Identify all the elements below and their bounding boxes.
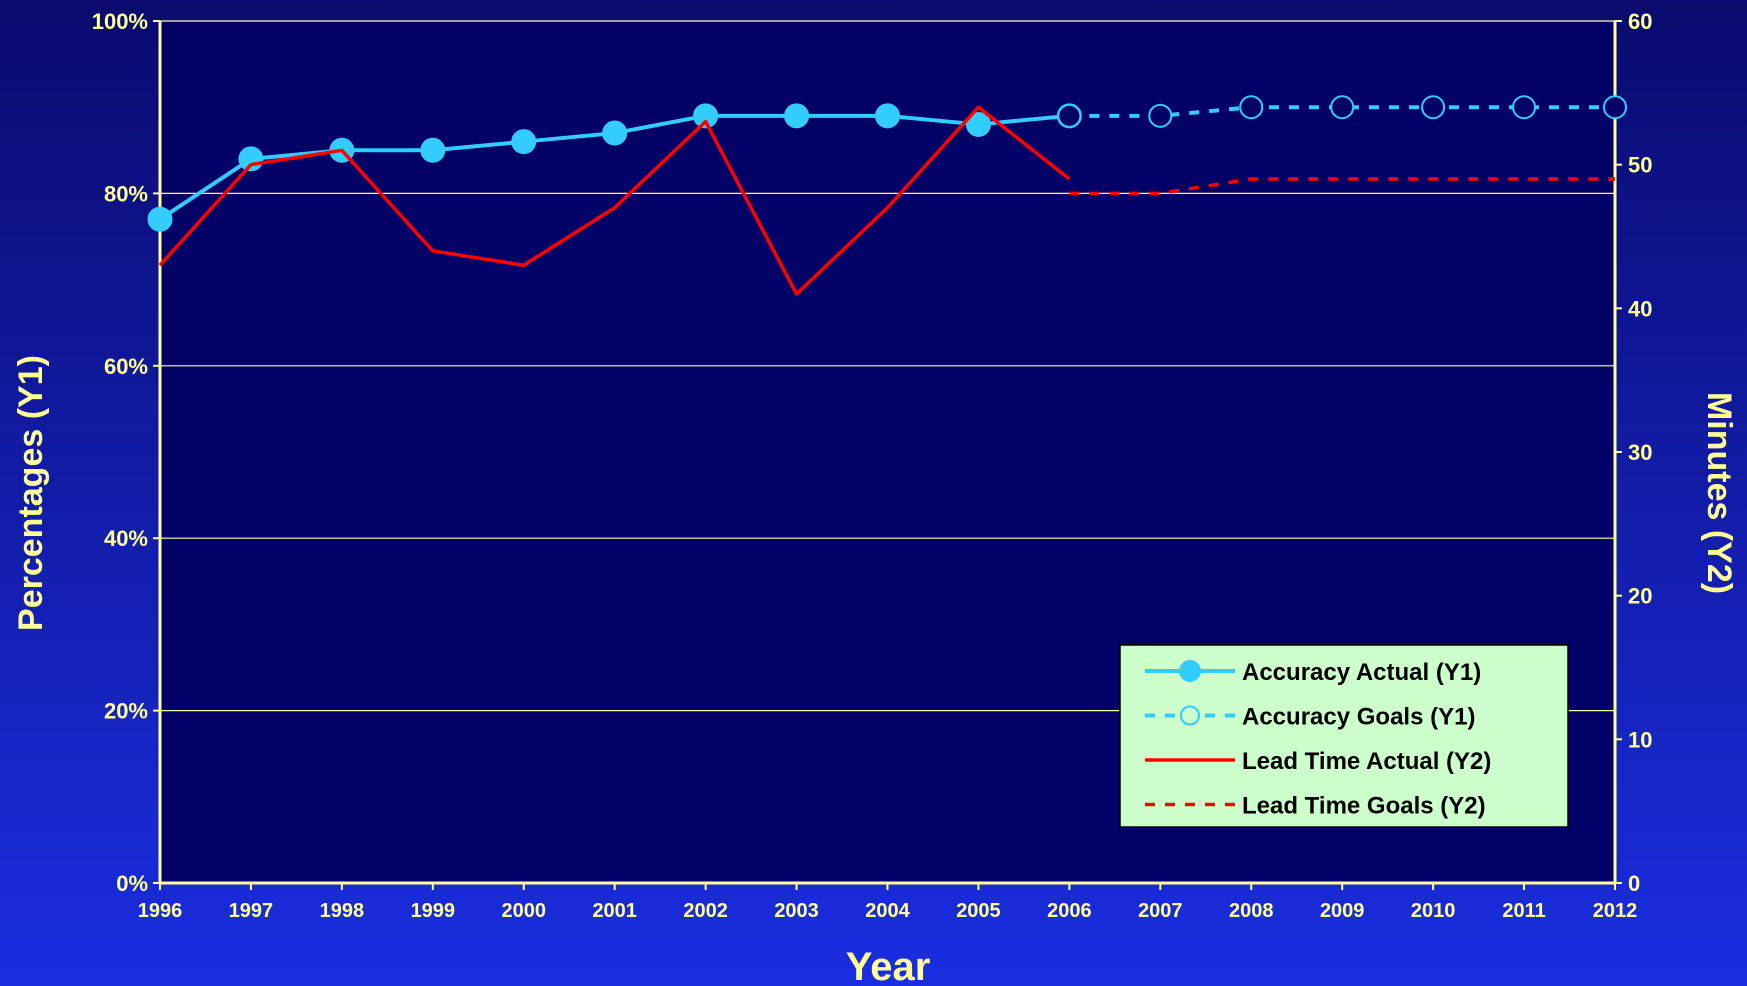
legend-label: Accuracy Actual (Y1): [1242, 659, 1481, 686]
y-right-tick-label: 40: [1628, 296, 1652, 321]
legend: Accuracy Actual (Y1) Accuracy Goals (Y1) L…: [1119, 644, 1569, 828]
x-tick-label: 1997: [229, 900, 274, 922]
x-tick-label: 2003: [774, 900, 819, 922]
y-left-tick-label: 0%: [116, 871, 148, 896]
y-right-tick-label: 10: [1628, 727, 1652, 752]
data-point: [1421, 95, 1446, 120]
legend-marker: [1179, 660, 1201, 682]
x-tick-label: 2001: [592, 900, 637, 922]
y-left-tick-label: 40%: [104, 526, 148, 551]
data-point: [1603, 95, 1627, 120]
x-tick-label: 2002: [683, 900, 728, 922]
x-tick-label: 2010: [1411, 900, 1456, 922]
y-right-tick-labels: 0 10 20 30 40 50 60: [1628, 9, 1652, 896]
y-left-tick-labels: 0% 20% 40% 60% 80% 100%: [92, 9, 148, 896]
x-tick-label: 2004: [865, 900, 910, 922]
data-point: [238, 146, 264, 172]
series-group: [147, 95, 1627, 296]
x-tick-label: 1998: [320, 900, 365, 922]
x-tick-label: 2008: [1229, 900, 1274, 922]
x-tick-labels: 1996 1997 1998 1999 2000 2001 2002 2003 2004 2005…: [138, 900, 1638, 922]
y-left-tick-label: 100%: [92, 9, 148, 34]
x-tick-label: 2005: [956, 900, 1001, 922]
y-right-tick-label: 20: [1628, 584, 1652, 609]
x-tick-label: 2006: [1047, 900, 1092, 922]
y-left-tick-label: 20%: [104, 699, 148, 724]
legend-label: Lead Time Actual (Y2): [1242, 748, 1491, 775]
data-point: [784, 103, 810, 129]
data-point: [1239, 95, 1264, 120]
data-point: [420, 137, 446, 163]
data-point: [1330, 95, 1355, 120]
x-tick-label: 2009: [1320, 900, 1365, 922]
data-point: [1512, 95, 1537, 120]
x-tick-label: 2000: [502, 900, 547, 922]
x-axis-title: Year: [846, 945, 931, 986]
y-right-tick-label: 50: [1628, 153, 1652, 178]
data-point: [602, 120, 628, 146]
y-left-tick-label: 80%: [104, 181, 148, 206]
y-right-tick-label: 30: [1628, 440, 1652, 465]
y-left-tick-label: 60%: [104, 354, 148, 379]
x-tick-label: 2011: [1502, 900, 1545, 922]
x-tick-label: 2007: [1138, 900, 1183, 922]
data-point: [965, 111, 991, 137]
axes: [153, 20, 1622, 890]
data-point: [875, 103, 900, 129]
x-tick-label: 1999: [411, 900, 456, 922]
legend-label: Accuracy Goals (Y1): [1242, 704, 1475, 731]
y-right-axis-title: Minutes (Y2): [1700, 392, 1738, 594]
y-left-axis-title: Percentages (Y1): [12, 355, 50, 631]
data-point: [1057, 103, 1082, 128]
y-right-tick-label: 0: [1628, 871, 1640, 896]
y-right-tick-label: 60: [1628, 9, 1652, 34]
series-line-3: [158, 105, 1071, 296]
data-point: [147, 206, 173, 232]
legend-label: Lead Time Goals (Y2): [1242, 793, 1486, 820]
legend-marker: [1180, 705, 1200, 726]
data-point: [693, 103, 719, 129]
x-tick-label: 2012: [1593, 900, 1638, 922]
data-point: [511, 129, 537, 155]
data-point: [1148, 103, 1173, 128]
x-tick-label: 1996: [138, 900, 183, 922]
